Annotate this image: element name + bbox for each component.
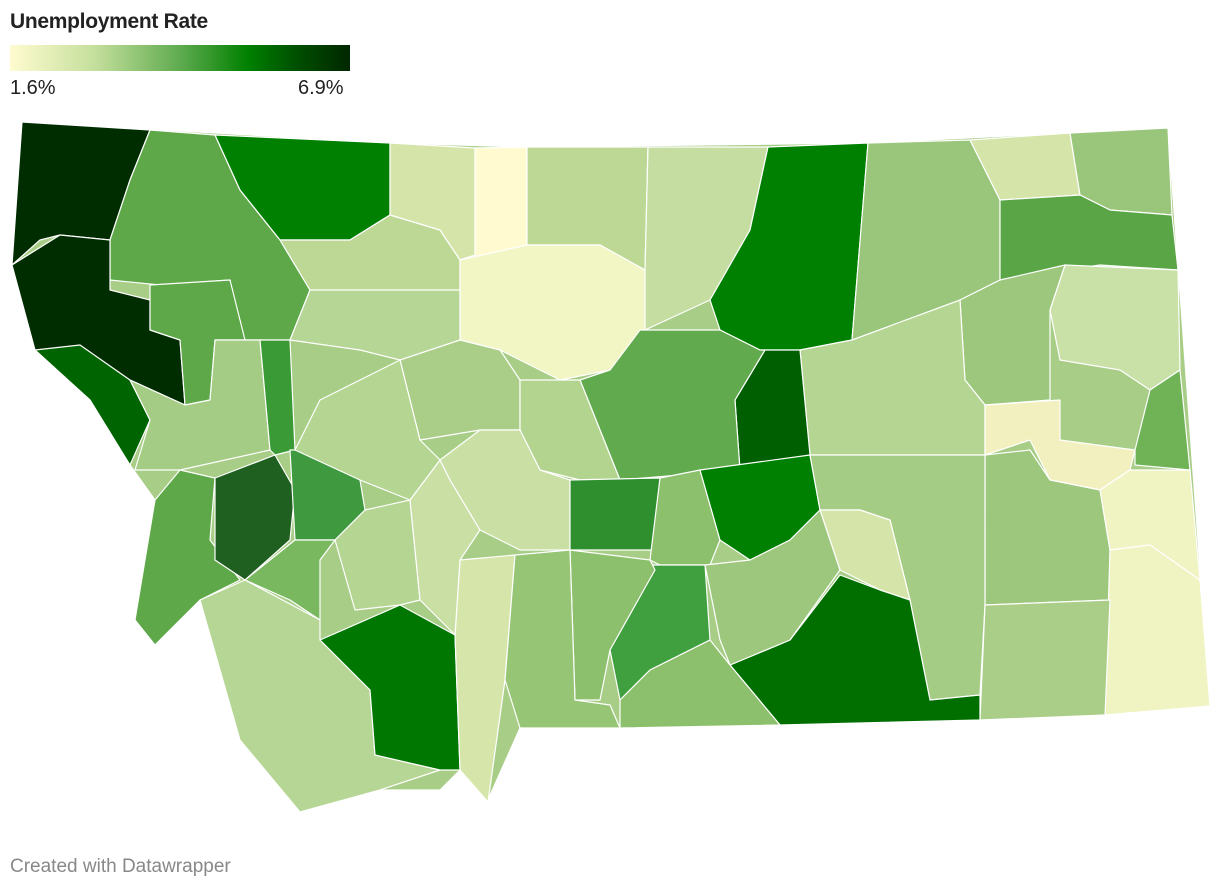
- county: [214, 454, 296, 581]
- county: [259, 339, 296, 456]
- county: [319, 604, 461, 771]
- county: [294, 359, 441, 501]
- county: [244, 539, 336, 621]
- county: [704, 509, 841, 666]
- county: [474, 146, 528, 263]
- legend-gradient: [10, 45, 350, 71]
- footer: Created with Datawrapper: [10, 856, 231, 877]
- county: [569, 477, 661, 551]
- legend-min: 1.6%: [10, 77, 56, 99]
- county: [729, 574, 981, 726]
- county: [1049, 264, 1181, 391]
- legend-max: 6.9%: [298, 77, 344, 99]
- legend-title: Unemployment Rate: [10, 10, 208, 33]
- county: [399, 339, 521, 441]
- county: [1134, 369, 1191, 471]
- county: [504, 549, 621, 729]
- county: [979, 599, 1111, 721]
